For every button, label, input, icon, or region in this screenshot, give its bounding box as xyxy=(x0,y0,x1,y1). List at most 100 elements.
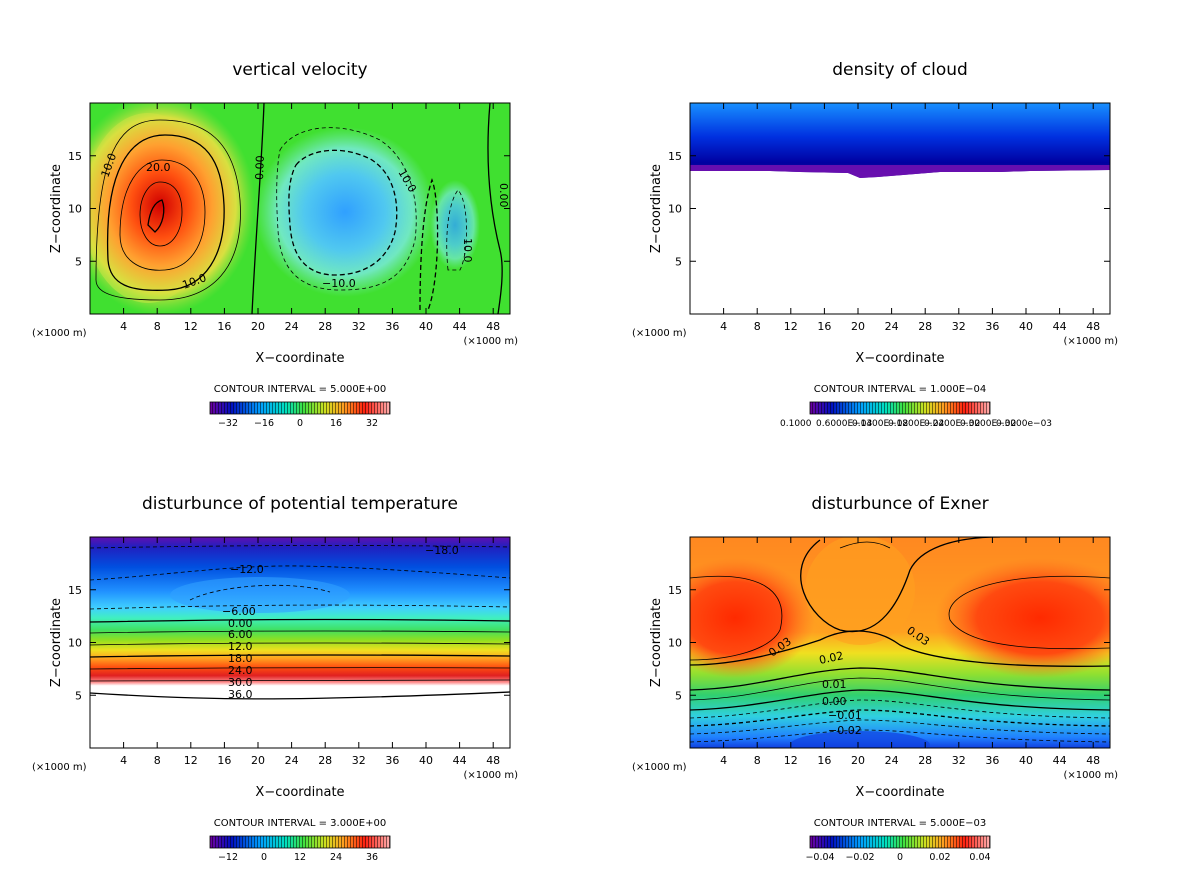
x-tick-label: 4 xyxy=(120,754,127,767)
colorbar-frame xyxy=(809,401,991,415)
x-axis-label: X−coordinate xyxy=(255,351,344,366)
cloud-field xyxy=(690,103,1110,314)
x-tick-label: 16 xyxy=(217,754,231,767)
x-tick-label: 12 xyxy=(184,320,198,333)
x-tick-label: 36 xyxy=(385,754,399,767)
exner-title: disturbunce of Exner xyxy=(811,494,988,514)
colorbar-divisions xyxy=(210,402,390,414)
x-tick-label: 32 xyxy=(352,754,366,767)
x-tick-label: 28 xyxy=(918,320,932,333)
contour-interval-label: CONTOUR INTERVAL = 1.000E−04 xyxy=(814,384,986,395)
exner-field xyxy=(690,537,1110,748)
x-unit-label-right: (×1000 m) xyxy=(463,770,518,781)
panel-density-of-cloud: density of cloud xyxy=(689,60,1111,315)
x-tick-label: 12 xyxy=(784,320,798,333)
theta-contour-label: −12.0 xyxy=(230,563,264,576)
y-axis-label: Z−coordinate xyxy=(49,164,64,253)
colorbar-tick-label: 24 xyxy=(330,852,342,863)
x-tick-label: 48 xyxy=(1086,754,1100,767)
colorbar-frame xyxy=(209,835,391,849)
exner-contour-label: −0.02 xyxy=(828,724,862,737)
cloud-title: density of cloud xyxy=(832,60,968,80)
colorbar-divisions xyxy=(810,836,990,848)
y-tick-label: 15 xyxy=(668,150,682,163)
y-tick-label: 10 xyxy=(68,637,82,650)
colorbar-tick-label: 0.3000e−03 xyxy=(996,419,1052,429)
x-tick-label: 20 xyxy=(851,754,865,767)
x-unit-label-right: (×1000 m) xyxy=(463,336,518,347)
x-tick-label: 28 xyxy=(318,320,332,333)
colorbar-tick-label: 0 xyxy=(297,418,303,429)
x-tick-label: 24 xyxy=(885,320,899,333)
y-tick-label: 5 xyxy=(75,689,82,702)
x-tick-label: 32 xyxy=(952,320,966,333)
colorbar-tick-label: 0 xyxy=(897,852,903,863)
y-axis-label: Z−coordinate xyxy=(649,164,664,253)
vv-contour-label: −10.0 xyxy=(322,277,356,290)
x-tick-label: 12 xyxy=(184,754,198,767)
exner-contour-label: 0.00 xyxy=(822,695,847,708)
x-tick-label: 20 xyxy=(851,320,865,333)
vv-title: vertical velocity xyxy=(232,60,367,80)
x-unit-label-right: (×1000 m) xyxy=(1063,770,1118,781)
colorbar-tick-label: 0.1800E−02 xyxy=(888,419,944,429)
y-tick-label: 10 xyxy=(68,203,82,216)
contour-interval-label: CONTOUR INTERVAL = 3.000E+00 xyxy=(214,818,386,829)
x-tick-label: 40 xyxy=(1019,320,1033,333)
exner-contour-label: −0.01 xyxy=(828,709,862,722)
y-axis-label: Z−coordinate xyxy=(49,598,64,687)
x-tick-label: 24 xyxy=(285,320,299,333)
y-tick-label: 5 xyxy=(75,255,82,268)
y-tick-label: 5 xyxy=(675,689,682,702)
x-tick-label: 12 xyxy=(784,754,798,767)
x-unit-label-left: (×1000 m) xyxy=(32,762,87,773)
vv-contour-label: 0.00 xyxy=(253,155,267,180)
colorbar-divisions xyxy=(210,836,390,848)
x-tick-label: 48 xyxy=(1086,320,1100,333)
colorbar-tick-label: 0.3000E−02 xyxy=(960,419,1016,429)
y-tick-label: 10 xyxy=(668,637,682,650)
x-tick-label: 36 xyxy=(985,320,999,333)
vv-contour-label: 20.0 xyxy=(146,161,171,174)
x-tick-label: 40 xyxy=(1019,754,1033,767)
vv-contour-label: 0.00 xyxy=(497,183,510,208)
colorbar-tick-label: 0.6000E−03 xyxy=(816,419,872,429)
x-tick-label: 4 xyxy=(120,320,127,333)
theta-field xyxy=(90,537,510,748)
x-tick-label: 8 xyxy=(154,754,161,767)
x-unit-label-right: (×1000 m) xyxy=(1063,336,1118,347)
y-tick-label: 10 xyxy=(668,203,682,216)
x-unit-label-left: (×1000 m) xyxy=(632,328,687,339)
panel-potential-temperature: disturbunce of potential temperature −18… xyxy=(89,494,511,749)
colorbar-tick-label: 0.04 xyxy=(969,852,990,863)
x-tick-label: 20 xyxy=(251,320,265,333)
colorbar-tick-label: −12 xyxy=(218,852,238,863)
y-axis-label: Z−coordinate xyxy=(649,598,664,687)
y-tick-label: 15 xyxy=(68,150,82,163)
x-tick-label: 40 xyxy=(419,754,433,767)
theta-title: disturbunce of potential temperature xyxy=(142,494,458,514)
y-tick-label: 5 xyxy=(675,255,682,268)
theta-contour-label: 24.0 xyxy=(228,664,253,677)
x-tick-label: 16 xyxy=(817,320,831,333)
x-tick-label: 16 xyxy=(217,320,231,333)
x-tick-label: 48 xyxy=(486,754,500,767)
x-tick-label: 40 xyxy=(419,320,433,333)
x-tick-label: 32 xyxy=(952,754,966,767)
x-tick-label: 32 xyxy=(352,320,366,333)
x-tick-label: 8 xyxy=(754,754,761,767)
x-axis-label: X−coordinate xyxy=(855,785,944,800)
x-tick-label: 36 xyxy=(985,754,999,767)
colorbar-divisions xyxy=(810,402,990,414)
theta-contour-label: −6.00 xyxy=(222,605,256,618)
theta-contour-label: 30.0 xyxy=(228,676,253,689)
x-tick-label: 44 xyxy=(1053,320,1067,333)
vv-contour-label: 10.0 xyxy=(461,238,474,263)
x-unit-label-left: (×1000 m) xyxy=(32,328,87,339)
x-tick-label: 48 xyxy=(486,320,500,333)
x-tick-label: 36 xyxy=(385,320,399,333)
x-tick-label: 20 xyxy=(251,754,265,767)
colorbar-frame xyxy=(809,835,991,849)
